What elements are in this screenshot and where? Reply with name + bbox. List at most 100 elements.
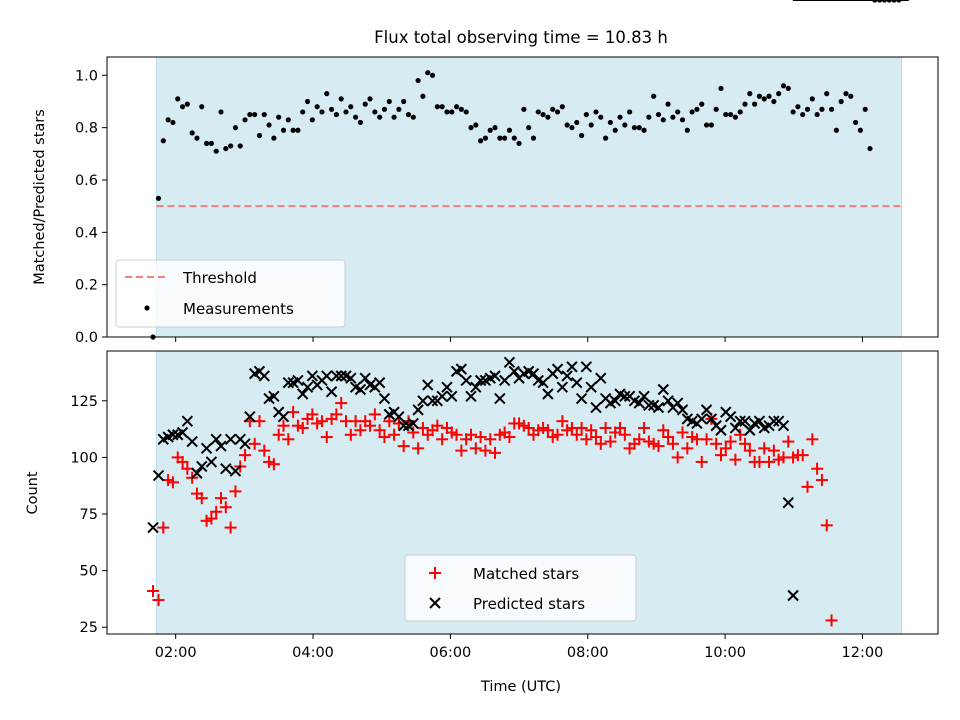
predicted-star-marker (301, 381, 314, 393)
measurement-point (771, 98, 777, 105)
matched-star-marker (570, 428, 583, 441)
ratio-y-tick-label: 0.4 (75, 225, 98, 241)
measurement-point (492, 125, 498, 131)
count-panel: 25 50 75 100 125 02:00 04:00 06:00 08:00 10:00 12… (25, 0, 939, 695)
measurement-point (232, 125, 239, 131)
matched-star-marker (825, 614, 838, 627)
predicted-star-marker (657, 383, 669, 396)
measurement-point (170, 119, 176, 126)
matched-star-marker (330, 408, 343, 421)
measurement-point (300, 109, 306, 115)
matched-star-marker (215, 492, 228, 505)
predicted-star-marker (585, 381, 597, 393)
measurement-point (593, 109, 599, 115)
ratio-axes-frame (106, 56, 939, 338)
matched-star-marker (767, 444, 780, 457)
measurement-point (487, 127, 493, 133)
matched-star-marker (820, 519, 833, 532)
predicted-star-marker (744, 424, 756, 436)
predicted-star-marker (672, 397, 684, 409)
predicted-star-marker (441, 381, 453, 393)
measurement-point (828, 106, 835, 112)
matched-star-marker (354, 424, 367, 437)
measurement-point (372, 109, 378, 115)
measurement-point (752, 101, 758, 107)
measurement-point (458, 106, 464, 112)
matched-star-marker (253, 415, 266, 428)
measurement-point (588, 122, 594, 128)
measurement-point (415, 77, 421, 84)
predicted-star-marker (210, 433, 222, 446)
measurement-point (641, 127, 647, 133)
matched-star-marker (739, 437, 752, 450)
ratio-panel: 0.0 0.2 0.4 0.6 0.8 1.0 Matched/Predicted sta… (32, 0, 939, 346)
predicted-star-marker (239, 438, 251, 450)
measurement-point (179, 104, 186, 110)
measurement-point (675, 109, 681, 115)
predicted-star-marker (422, 379, 434, 391)
measurement-point (694, 106, 700, 112)
measurement-point (727, 111, 734, 118)
predicted-star-marker (724, 410, 737, 423)
measurement-point (646, 114, 652, 120)
matched-star-marker (436, 433, 449, 446)
measurement-point (511, 135, 517, 141)
matched-star-marker (176, 455, 189, 468)
matched-star-marker (315, 415, 328, 428)
measurement-point (497, 135, 503, 141)
measurement-point (420, 93, 426, 99)
measurement-point (569, 125, 575, 131)
ratio-y-tick-label: 0.0 (75, 330, 98, 346)
measurement-point (290, 127, 296, 133)
predicted-star-marker (551, 363, 564, 375)
measurement-point (381, 106, 388, 112)
matched-star-marker (364, 419, 377, 432)
ratio-y-tick-label: 0.8 (75, 121, 98, 137)
measurement-point (617, 114, 623, 120)
measurement-point (848, 93, 854, 99)
measurement-point (636, 125, 642, 131)
matched-star-marker (580, 433, 593, 446)
predicted-star-marker (777, 420, 790, 432)
x-tick-label: 06:00 (429, 645, 471, 661)
measurement-point (410, 114, 416, 120)
count-y-ticks: 25 50 75 100 125 (70, 394, 107, 636)
predicted-star-marker (196, 460, 208, 473)
measurement-point (679, 117, 686, 123)
predicted-star-marker (229, 465, 242, 477)
predicted-star-marker (446, 390, 458, 402)
measurement-point (463, 109, 469, 115)
predicted-star-marker (186, 435, 198, 448)
measurement-point (699, 101, 705, 107)
count-x-ticks: 02:00 04:00 06:00 08:00 10:00 12:00 (155, 634, 883, 661)
count-y-tick-label: 25 (80, 620, 98, 636)
matched-star-marker (719, 442, 732, 455)
legend-measurement-swatch (144, 305, 150, 311)
measurement-point (386, 98, 392, 105)
matched-star-marker (710, 437, 723, 450)
predicted-star-marker (436, 390, 448, 402)
measurement-point (852, 119, 859, 126)
measurement-point (530, 135, 537, 141)
measurement-point (367, 96, 373, 102)
measurement-point (401, 98, 407, 105)
predicted-star-marker (590, 401, 602, 414)
predicted-star-marker (282, 376, 295, 389)
predicted-star-marker (662, 395, 674, 407)
predicted-star-marker (176, 426, 189, 439)
matched-star-marker (335, 397, 348, 410)
matched-star-marker (306, 408, 319, 421)
measurement-point (502, 135, 508, 141)
predicted-star-marker (220, 463, 232, 475)
predicted-star-marker (638, 390, 650, 402)
predicted-star-marker (200, 442, 213, 455)
predicted-star-marker (224, 433, 237, 446)
matched-star-marker (392, 417, 405, 430)
measurement-point (256, 132, 263, 139)
measurement-point (324, 91, 330, 97)
predicted-star-marker (652, 401, 665, 414)
legend-predicted-label: Predicted stars (473, 595, 585, 613)
matched-star-marker (210, 505, 223, 518)
measurement-point (800, 111, 806, 118)
measurement-point (266, 122, 272, 128)
